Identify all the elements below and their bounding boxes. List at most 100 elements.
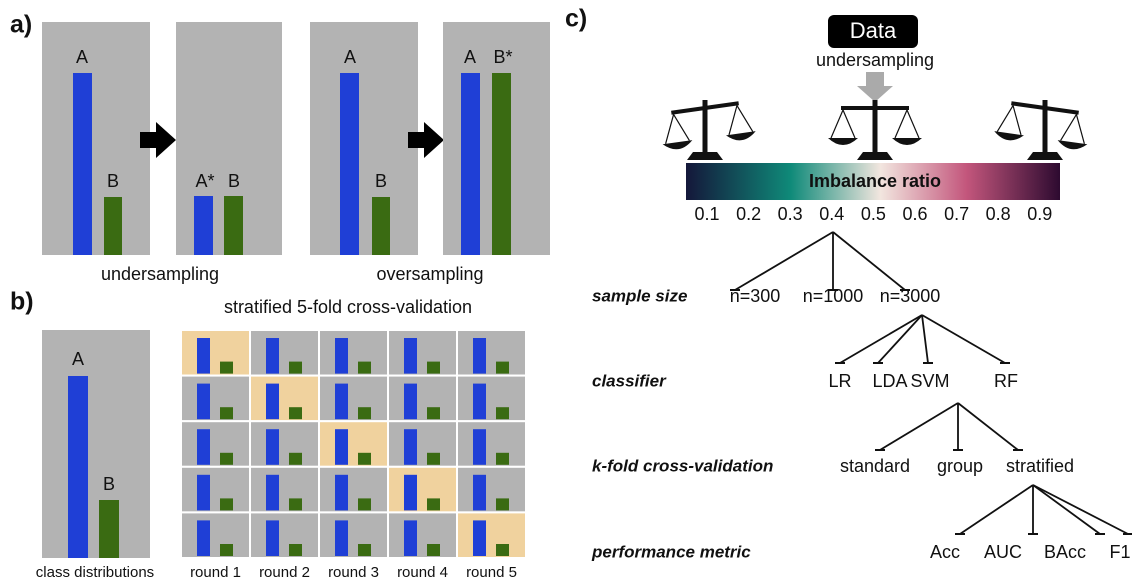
arrow (140, 122, 176, 158)
bar (492, 73, 511, 255)
round-label: round 4 (397, 564, 448, 581)
ratio-label: 0.5 (861, 204, 886, 224)
option-label: LDA (872, 371, 907, 391)
class-label: B (103, 474, 115, 494)
round-label: round 5 (466, 564, 517, 581)
scale-pan (662, 140, 693, 150)
fold-cell (387, 511, 458, 560)
fold-cell (249, 329, 320, 377)
scale-string (894, 109, 920, 139)
bar (404, 383, 417, 420)
bar (358, 361, 371, 374)
class-label: A* (195, 171, 214, 191)
oversampling-before: A B (310, 22, 418, 255)
fold-cell (318, 465, 389, 514)
scale-string (830, 109, 856, 139)
fold-cell (249, 374, 320, 423)
option-label: group (937, 456, 983, 476)
bar (473, 429, 486, 465)
tree-edge (877, 314, 923, 364)
bar (427, 544, 440, 556)
tree-edge (921, 314, 1006, 364)
bar (496, 361, 509, 374)
bar (197, 383, 210, 420)
data-label: Data (850, 18, 897, 43)
fold-cell (180, 329, 251, 377)
level-name: classifier (592, 371, 667, 390)
bar (358, 407, 371, 420)
class-label: B* (493, 47, 512, 67)
bar (104, 197, 122, 255)
fold-cell (387, 420, 458, 468)
bar (289, 361, 302, 374)
option-label: F1 (1109, 542, 1130, 562)
colorbar-label: Imbalance ratio (809, 171, 941, 191)
panel-label: c) (565, 5, 587, 33)
bar (358, 498, 371, 511)
scale-base (687, 152, 723, 160)
fold-cell (318, 374, 389, 423)
bar (473, 383, 486, 420)
bar (220, 407, 233, 420)
colorbar (686, 163, 1060, 200)
box (42, 22, 150, 255)
option-label: LR (828, 371, 851, 391)
balance-scale (994, 100, 1088, 160)
bar (266, 520, 279, 556)
bar (99, 500, 119, 558)
fold-cell (387, 465, 458, 514)
tree-edge (879, 402, 959, 451)
bar (473, 338, 486, 374)
tree-edge (734, 231, 834, 291)
bar (496, 498, 509, 511)
option-label: SVM (910, 371, 949, 391)
cv-grid: round 1 round 2 round 3 round 4 round 5 (180, 329, 527, 581)
scale-beam (994, 101, 1088, 150)
fold-cell (387, 374, 458, 423)
bar (372, 197, 390, 255)
arrow (408, 122, 444, 158)
bar (220, 544, 233, 556)
data-box (828, 15, 918, 48)
bar (496, 452, 509, 465)
bar (197, 474, 210, 511)
panel-label: a) (10, 11, 32, 39)
option-label: n=3000 (880, 286, 941, 306)
bar (266, 474, 279, 511)
fold-cell (249, 511, 320, 560)
scale-pan (1057, 140, 1088, 150)
bar (224, 196, 243, 255)
ratio-label: 0.3 (778, 204, 803, 224)
class-label: B (228, 171, 240, 191)
fold-cell (249, 465, 320, 514)
bar (194, 196, 213, 255)
bar (197, 338, 210, 374)
panel-title: stratified 5-fold cross-validation (224, 297, 472, 317)
caption: undersampling (101, 264, 219, 284)
level-name: performance metric (591, 542, 751, 561)
bar (335, 383, 348, 420)
bar (289, 452, 302, 465)
balance-scale (828, 100, 922, 160)
bar (461, 73, 480, 255)
fold-cell (180, 374, 251, 423)
bar (335, 429, 348, 465)
fold-cell (180, 420, 251, 468)
scale-pan (828, 138, 858, 145)
option-label: n=300 (730, 286, 781, 306)
option-label: standard (840, 456, 910, 476)
panel-label: b) (10, 288, 34, 316)
bar (427, 361, 440, 374)
fold-cell (318, 329, 389, 377)
scale-post (702, 100, 708, 154)
level-name: sample size (592, 286, 687, 305)
beam (841, 106, 909, 110)
scales (662, 100, 1088, 160)
bar (340, 73, 359, 255)
fold-cell (456, 329, 527, 377)
bar (358, 452, 371, 465)
fold-cell (318, 511, 389, 560)
bar (473, 520, 486, 556)
ratio-label: 0.2 (736, 204, 761, 224)
